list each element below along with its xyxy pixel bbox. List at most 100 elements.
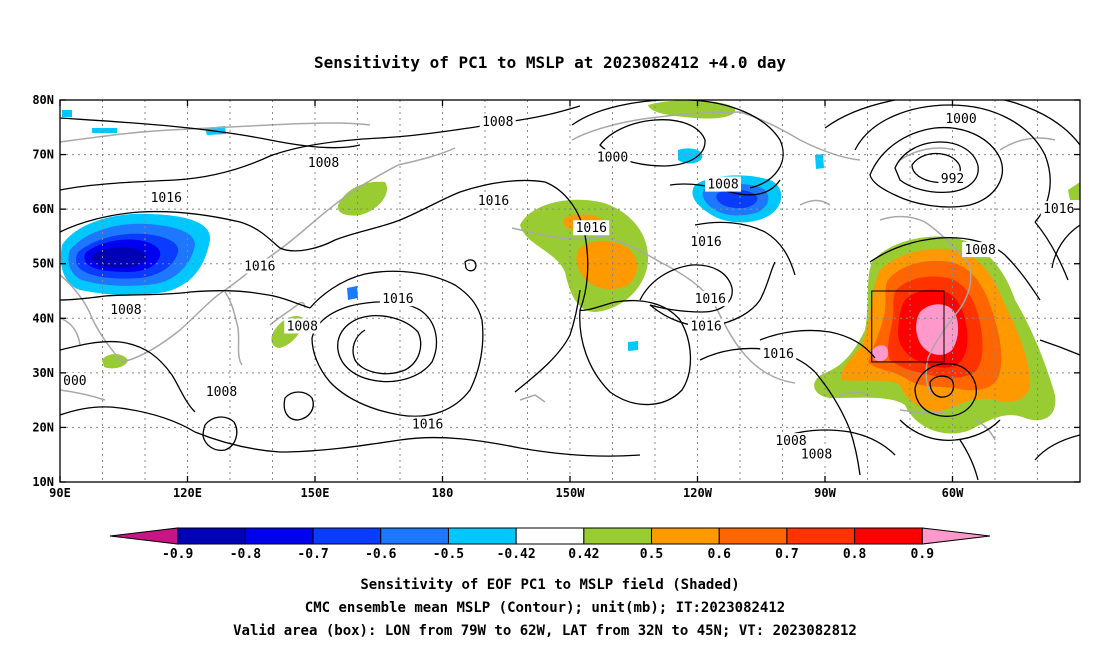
colorbar-tick-label: 0.5 [640, 547, 663, 562]
contour-label: 1016 [763, 347, 794, 362]
positive-patch-atlantic-edge [1068, 182, 1080, 200]
footer-line-2: CMC ensemble mean MSLP (Contour); unit(m… [305, 600, 785, 616]
map-panel: 1008 1008 1016 1016 1008 1016 1008 1016 1000 1016… [32, 93, 1081, 500]
footer-line-3: Valid area (box): LON from 79W to 62W, L… [233, 623, 857, 639]
contour-label: 1008 [287, 319, 318, 334]
contour-label: 1000 [945, 112, 976, 127]
contour-label-bg [688, 233, 724, 249]
colorbar-tick-label: 0.42 [568, 547, 599, 562]
contour-label: 1016 [576, 221, 607, 236]
lon-tick-label: 60W [942, 486, 964, 500]
colorbar-segment [651, 527, 720, 545]
contour-label: 1016 [244, 259, 275, 274]
negative-patch-small [815, 154, 824, 169]
contour-label-bg [773, 433, 809, 449]
contour-label-bg [962, 242, 999, 258]
lat-tick-label: 70N [32, 148, 54, 162]
contour-label-bg [705, 176, 741, 192]
colorbar-segment [583, 527, 653, 545]
mslp-contours [60, 100, 1080, 481]
negative-region-asia [60, 213, 211, 296]
lon-tick-label: 150W [556, 486, 586, 500]
contour-label-bg [148, 190, 185, 206]
contour-label-bg [379, 291, 416, 307]
contour-label: 1016 [1043, 202, 1074, 217]
positive-patch-china [102, 354, 128, 369]
negative-patch-small [347, 286, 358, 300]
contour-label-bg [284, 318, 321, 334]
contour-label-bg [479, 113, 516, 129]
colorbar-tick-label: -0.5 [433, 547, 464, 562]
negative-patch-small [92, 128, 117, 133]
contour-label: 1008 [964, 243, 995, 258]
colorbar-segment [515, 527, 585, 545]
positive-patch-siberia [337, 181, 388, 216]
colorbar-segment [380, 527, 449, 545]
contour-label-bg [943, 111, 979, 127]
contour-label: 1008 [707, 178, 738, 193]
lon-tick-label: 180 [432, 486, 454, 500]
figure-title: Sensitivity of PC1 to MSLP at 2023082412… [314, 53, 786, 72]
longitude-axis: 90E 120E 150E 180 150W 120W 90W 60W [49, 100, 964, 500]
lat-tick-label: 60N [32, 202, 54, 216]
colorbar-tick-label: 0.6 [707, 547, 731, 562]
contour-label: 1008 [110, 303, 141, 318]
lat-tick-label: 20N [32, 420, 54, 434]
contour-label-bg [241, 258, 278, 274]
contour-label-bg [409, 416, 446, 432]
colorbar-tick-label: -0.7 [297, 547, 328, 562]
lon-tick-label: 90E [49, 486, 71, 500]
coastlines [60, 111, 1056, 441]
lat-tick-label: 50N [32, 257, 54, 271]
contour-label-bg [107, 302, 144, 318]
contour-label-layer: 1008 1008 1016 1016 1008 1016 1008 1016 1000 1016… [60, 111, 1077, 463]
lon-tick-label: 150E [301, 486, 330, 500]
lat-tick-label: 10N [32, 475, 54, 489]
positive-patch-arctic [648, 100, 736, 119]
lon-tick-label: 120E [173, 486, 202, 500]
contour-label: 1016 [690, 319, 721, 334]
latitude-axis: 80N 70N 60N 50N 40N 30N 20N 10N [32, 93, 1080, 489]
colorbar-segment [244, 527, 314, 545]
lat-tick-label: 40N [32, 311, 54, 325]
contour-label: 1016 [478, 194, 509, 209]
contour-label-bg [594, 149, 631, 165]
colorbar-tick-label: -0.42 [497, 547, 536, 562]
contour-label-bg [760, 345, 797, 361]
contour-label-bg [938, 171, 967, 187]
contour-label: 992 [941, 172, 964, 187]
contour-label-bg [475, 192, 512, 208]
contour-label-bg [1040, 201, 1077, 217]
contour-label: 1000 [597, 150, 628, 165]
contour-label: 1016 [690, 235, 721, 250]
colorbar-tick-label: -0.9 [162, 547, 193, 562]
contour-label: 1016 [382, 292, 413, 307]
positive-region-atlantic [814, 236, 1056, 434]
negative-patch-small [628, 341, 638, 351]
contour-label: 1016 [412, 418, 443, 433]
contour-label-bg [305, 154, 342, 170]
footer-line-1: Sensitivity of EOF PC1 to MSLP field (Sh… [360, 577, 739, 593]
negative-patch-small [62, 110, 72, 117]
contour-label: 1016 [151, 191, 182, 206]
contour-label: 1008 [482, 115, 513, 130]
colorbar-lower-extend [109, 527, 179, 545]
contour-label: 1016 [695, 292, 726, 307]
colorbar-segment [854, 527, 923, 545]
lon-tick-label: 90W [814, 486, 836, 500]
contour-label-bg [692, 291, 729, 307]
contour-label-bg [688, 318, 724, 334]
contour-label: 1008 [775, 434, 806, 449]
colorbar-tick-label: 0.8 [843, 547, 867, 562]
colorbar-tick-label: -0.6 [365, 547, 396, 562]
contour-label: 000 [63, 374, 86, 389]
contour-label-bg [203, 383, 240, 399]
contour-label-bg [573, 220, 610, 236]
colorbar-segment [786, 527, 856, 545]
colorbar-segment [718, 527, 788, 545]
colorbar-tick-label: 0.9 [911, 547, 934, 562]
colorbar-segment [177, 527, 246, 545]
grid-lines [60, 100, 1080, 482]
colorbar: -0.9 -0.8 -0.7 -0.6 -0.5 -0.42 0.42 0.5 0.6 0.7 0.… [109, 527, 991, 562]
lon-tick-label: 120W [683, 486, 713, 500]
